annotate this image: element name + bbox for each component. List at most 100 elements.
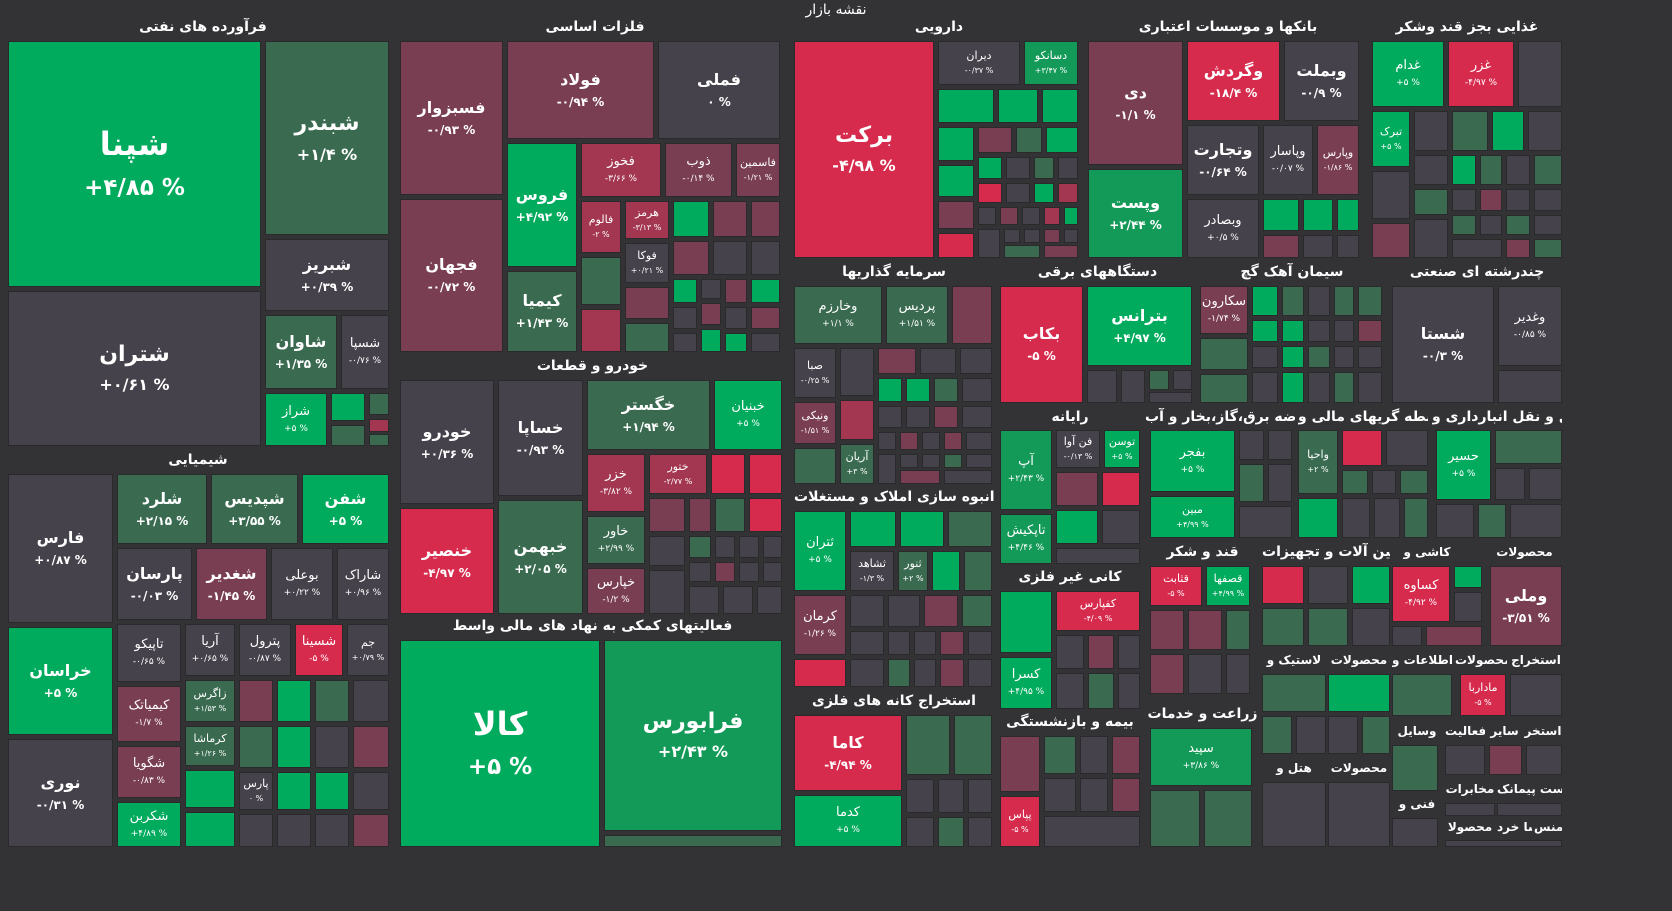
stock-tile-unlabeled[interactable]: [1150, 790, 1200, 847]
stock-tile-unlabeled[interactable]: [914, 659, 936, 687]
stock-tile-unlabeled[interactable]: [1024, 229, 1040, 243]
stock-tile-unlabeled[interactable]: [1064, 207, 1078, 225]
stock-tile-unlabeled[interactable]: [1414, 189, 1448, 215]
stock-tile-unlabeled[interactable]: [625, 323, 669, 352]
stock-tile-unlabeled[interactable]: [1510, 674, 1562, 716]
stock-tile-unlabeled[interactable]: [1334, 346, 1354, 368]
stock-tile[interactable]: سکارون -۱/۷۴ %: [1200, 286, 1248, 334]
stock-tile-unlabeled[interactable]: [978, 183, 1002, 203]
stock-tile-unlabeled[interactable]: [1534, 189, 1562, 211]
stock-tile[interactable]: وخارزم +۱/۱ %: [794, 286, 882, 344]
stock-tile-unlabeled[interactable]: [938, 201, 974, 229]
stock-tile-unlabeled[interactable]: [1342, 470, 1368, 494]
stock-tile-unlabeled[interactable]: [1489, 745, 1522, 775]
stock-tile-unlabeled[interactable]: [966, 454, 992, 468]
stock-tile-unlabeled[interactable]: [1004, 229, 1020, 243]
stock-tile-unlabeled[interactable]: [239, 726, 273, 768]
stock-tile[interactable]: خبنیان +۵ %: [714, 380, 782, 450]
stock-tile-unlabeled[interactable]: [369, 434, 389, 446]
stock-tile-unlabeled[interactable]: [1044, 245, 1078, 258]
stock-tile-unlabeled[interactable]: [763, 536, 782, 558]
stock-tile[interactable]: بوعلی +۰/۲۲ %: [271, 548, 333, 620]
stock-tile-unlabeled[interactable]: [1518, 41, 1562, 107]
stock-tile-unlabeled[interactable]: [906, 406, 930, 428]
stock-tile[interactable]: فسبزوار -۰/۹۳ %: [400, 41, 503, 195]
stock-tile-unlabeled[interactable]: [701, 279, 721, 299]
stock-tile-unlabeled[interactable]: [1044, 207, 1060, 225]
stock-tile-unlabeled[interactable]: [938, 817, 964, 847]
stock-tile-unlabeled[interactable]: [1534, 215, 1562, 235]
stock-tile-unlabeled[interactable]: [1000, 591, 1052, 653]
stock-tile-unlabeled[interactable]: [1150, 610, 1184, 650]
stock-tile[interactable]: فجهان -۰/۷۲ %: [400, 199, 503, 352]
stock-tile-unlabeled[interactable]: [1342, 498, 1370, 538]
stock-tile[interactable]: کیمیاتک -۱/۷ %: [117, 686, 181, 742]
stock-tile-unlabeled[interactable]: [900, 470, 940, 484]
stock-tile-unlabeled[interactable]: [1445, 840, 1562, 847]
stock-tile-unlabeled[interactable]: [978, 229, 1000, 258]
stock-tile-unlabeled[interactable]: [715, 562, 735, 582]
stock-tile-unlabeled[interactable]: [673, 201, 709, 237]
stock-tile-unlabeled[interactable]: [1308, 286, 1330, 316]
stock-tile-unlabeled[interactable]: [1239, 464, 1264, 502]
stock-tile-unlabeled[interactable]: [1529, 468, 1562, 500]
stock-tile[interactable]: فوکا +۰/۲۱ %: [625, 243, 669, 283]
stock-tile[interactable]: خودرو +۰/۳۶ %: [400, 380, 494, 504]
stock-tile[interactable]: شغدیر -۱/۴۵ %: [196, 548, 267, 620]
stock-tile[interactable]: ثنور +۲ %: [898, 551, 928, 591]
stock-tile-unlabeled[interactable]: [1000, 207, 1018, 225]
stock-tile-unlabeled[interactable]: [1452, 189, 1476, 211]
stock-tile-unlabeled[interactable]: [1498, 370, 1562, 403]
stock-tile-unlabeled[interactable]: [966, 432, 992, 450]
stock-tile-unlabeled[interactable]: [1358, 372, 1382, 403]
stock-tile-unlabeled[interactable]: [649, 498, 685, 532]
stock-tile-unlabeled[interactable]: [962, 595, 992, 627]
stock-tile-unlabeled[interactable]: [1436, 504, 1474, 538]
stock-tile-unlabeled[interactable]: [888, 631, 910, 655]
stock-tile-unlabeled[interactable]: [1445, 803, 1495, 816]
stock-tile-unlabeled[interactable]: [1268, 430, 1292, 460]
stock-tile-unlabeled[interactable]: [1400, 470, 1428, 494]
stock-tile-unlabeled[interactable]: [1282, 320, 1304, 342]
stock-tile-unlabeled[interactable]: [1044, 778, 1076, 812]
stock-tile-unlabeled[interactable]: [353, 680, 389, 722]
stock-tile[interactable]: شسینا -۵ %: [295, 624, 343, 676]
stock-tile[interactable]: کسرا +۴/۹۵ %: [1000, 657, 1052, 709]
stock-tile[interactable]: نوری -۰/۳۱ %: [8, 739, 113, 847]
stock-tile-unlabeled[interactable]: [962, 406, 992, 428]
stock-tile[interactable]: پارس ۰ %: [239, 772, 273, 810]
stock-tile-unlabeled[interactable]: [1064, 229, 1078, 243]
stock-tile[interactable]: تبرک +۵ %: [1372, 111, 1410, 167]
stock-tile-unlabeled[interactable]: [878, 378, 902, 402]
stock-tile-unlabeled[interactable]: [673, 333, 697, 352]
stock-tile-unlabeled[interactable]: [581, 309, 621, 352]
stock-tile-unlabeled[interactable]: [1000, 736, 1040, 792]
stock-tile-unlabeled[interactable]: [1044, 229, 1060, 243]
stock-tile-unlabeled[interactable]: [1534, 155, 1562, 185]
stock-tile-unlabeled[interactable]: [673, 307, 697, 329]
stock-tile-unlabeled[interactable]: [1188, 654, 1222, 694]
stock-tile-unlabeled[interactable]: [751, 279, 780, 303]
stock-tile-unlabeled[interactable]: [713, 201, 747, 237]
stock-tile-unlabeled[interactable]: [1303, 199, 1333, 231]
stock-tile[interactable]: خگستر +۱/۹۴ %: [587, 380, 710, 450]
stock-tile-unlabeled[interactable]: [952, 286, 992, 344]
stock-tile-unlabeled[interactable]: [739, 536, 759, 558]
stock-tile-unlabeled[interactable]: [1252, 372, 1278, 403]
stock-tile-unlabeled[interactable]: [277, 680, 311, 722]
stock-tile-unlabeled[interactable]: [998, 89, 1038, 123]
stock-tile-unlabeled[interactable]: [906, 378, 930, 402]
stock-tile-unlabeled[interactable]: [723, 586, 753, 614]
stock-tile-unlabeled[interactable]: [689, 586, 719, 614]
stock-tile-unlabeled[interactable]: [1308, 320, 1330, 342]
stock-tile-unlabeled[interactable]: [277, 726, 311, 768]
stock-tile-unlabeled[interactable]: [581, 257, 621, 305]
stock-tile-unlabeled[interactable]: [763, 562, 782, 582]
stock-tile-unlabeled[interactable]: [932, 551, 960, 591]
stock-tile[interactable]: وملی -۳/۵۱ %: [1490, 566, 1562, 646]
stock-tile-unlabeled[interactable]: [1334, 286, 1354, 316]
stock-tile[interactable]: خبهمن +۲/۰۵ %: [498, 500, 583, 614]
stock-tile-unlabeled[interactable]: [1454, 592, 1482, 622]
stock-tile-unlabeled[interactable]: [604, 835, 782, 847]
stock-tile-unlabeled[interactable]: [1121, 370, 1145, 403]
